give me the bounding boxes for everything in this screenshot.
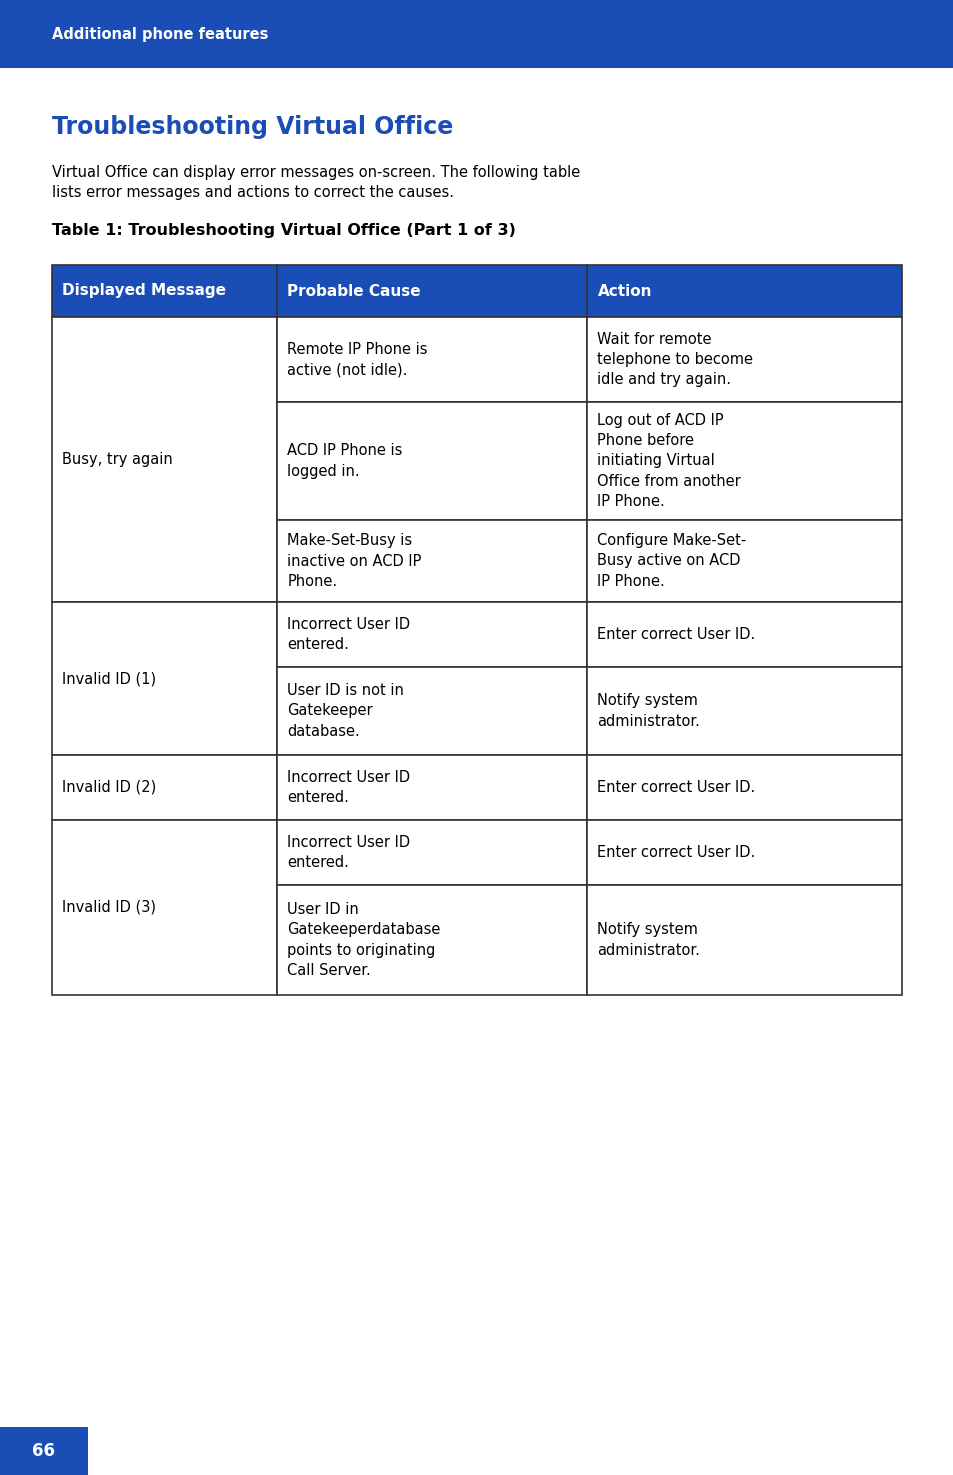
Bar xyxy=(52,820,277,996)
Text: Configure Make-Set-
Busy active on ACD
IP Phone.: Configure Make-Set- Busy active on ACD I… xyxy=(597,532,746,589)
Text: Make-Set-Busy is
inactive on ACD IP
Phone.: Make-Set-Busy is inactive on ACD IP Phon… xyxy=(287,532,421,589)
Text: Probable Cause: Probable Cause xyxy=(287,283,420,298)
Bar xyxy=(277,820,587,885)
Text: Incorrect User ID
entered.: Incorrect User ID entered. xyxy=(287,617,410,652)
Bar xyxy=(277,885,587,996)
Bar xyxy=(587,820,901,885)
Text: Enter correct User ID.: Enter correct User ID. xyxy=(597,780,755,795)
Bar xyxy=(277,521,587,602)
Text: Table 1: Troubleshooting Virtual Office (Part 1 of 3): Table 1: Troubleshooting Virtual Office … xyxy=(52,223,516,237)
Bar xyxy=(587,403,901,521)
Bar xyxy=(52,266,901,317)
Bar xyxy=(587,755,901,820)
Text: Invalid ID (2): Invalid ID (2) xyxy=(62,780,156,795)
Bar xyxy=(277,602,587,667)
Bar xyxy=(587,602,901,667)
Bar xyxy=(52,755,277,820)
Bar xyxy=(277,667,587,755)
Text: Remote IP Phone is
active (not idle).: Remote IP Phone is active (not idle). xyxy=(287,342,427,378)
Bar xyxy=(0,1426,88,1475)
Bar xyxy=(52,317,277,602)
Bar xyxy=(52,602,277,755)
Text: User ID in
Gatekeeperdatabase
points to originating
Call Server.: User ID in Gatekeeperdatabase points to … xyxy=(287,901,440,978)
Text: Incorrect User ID
entered.: Incorrect User ID entered. xyxy=(287,835,410,870)
Text: Enter correct User ID.: Enter correct User ID. xyxy=(597,627,755,642)
Text: 66: 66 xyxy=(32,1443,55,1460)
Text: Virtual Office can display error messages on-screen. The following table: Virtual Office can display error message… xyxy=(52,165,579,180)
Text: Invalid ID (1): Invalid ID (1) xyxy=(62,671,156,686)
Text: Invalid ID (3): Invalid ID (3) xyxy=(62,900,156,914)
Text: Log out of ACD IP
Phone before
initiating Virtual
Office from another
IP Phone.: Log out of ACD IP Phone before initiatin… xyxy=(597,413,740,509)
Bar xyxy=(587,667,901,755)
Text: Displayed Message: Displayed Message xyxy=(62,283,226,298)
Text: Action: Action xyxy=(597,283,651,298)
Bar xyxy=(587,521,901,602)
Bar xyxy=(587,317,901,403)
Text: Incorrect User ID
entered.: Incorrect User ID entered. xyxy=(287,770,410,805)
Bar xyxy=(277,755,587,820)
Text: lists error messages and actions to correct the causes.: lists error messages and actions to corr… xyxy=(52,184,454,201)
Text: User ID is not in
Gatekeeper
database.: User ID is not in Gatekeeper database. xyxy=(287,683,404,739)
Text: ACD IP Phone is
logged in.: ACD IP Phone is logged in. xyxy=(287,444,402,479)
Text: Troubleshooting Virtual Office: Troubleshooting Virtual Office xyxy=(52,115,453,139)
Bar xyxy=(277,317,587,403)
Text: Notify system
administrator.: Notify system administrator. xyxy=(597,922,700,957)
Bar xyxy=(0,0,953,68)
Text: Wait for remote
telephone to become
idle and try again.: Wait for remote telephone to become idle… xyxy=(597,332,753,388)
Text: Additional phone features: Additional phone features xyxy=(52,27,268,41)
Bar xyxy=(277,403,587,521)
Bar xyxy=(587,885,901,996)
Text: Enter correct User ID.: Enter correct User ID. xyxy=(597,845,755,860)
Text: Busy, try again: Busy, try again xyxy=(62,451,172,468)
Text: Notify system
administrator.: Notify system administrator. xyxy=(597,693,700,729)
